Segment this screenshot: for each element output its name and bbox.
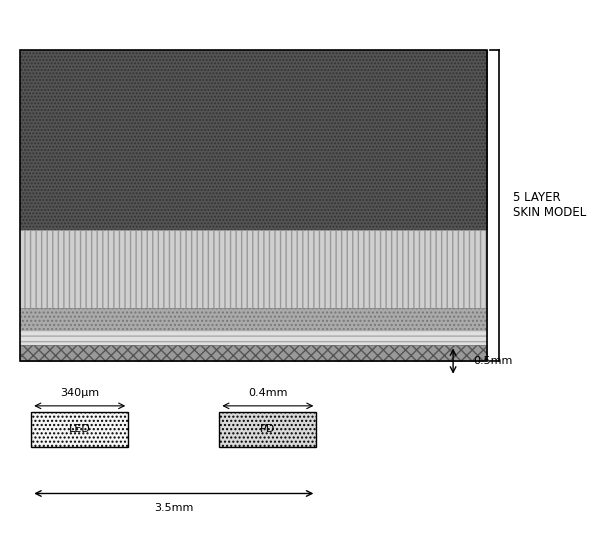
Bar — [20, 230, 487, 308]
Bar — [20, 345, 487, 361]
Bar — [20, 49, 487, 230]
Text: PD: PD — [260, 424, 275, 434]
Text: 5 LAYER
SKIN MODEL: 5 LAYER SKIN MODEL — [513, 191, 586, 219]
Bar — [20, 308, 487, 330]
Text: 3.5mm: 3.5mm — [154, 503, 193, 513]
Text: 0.5mm: 0.5mm — [473, 356, 512, 366]
Bar — [220, 412, 316, 447]
Text: 0.4mm: 0.4mm — [248, 388, 287, 398]
Text: LED: LED — [69, 424, 91, 434]
Bar — [20, 49, 487, 361]
Bar — [20, 330, 487, 345]
Bar — [31, 412, 128, 447]
Text: 340μm: 340μm — [60, 388, 99, 398]
